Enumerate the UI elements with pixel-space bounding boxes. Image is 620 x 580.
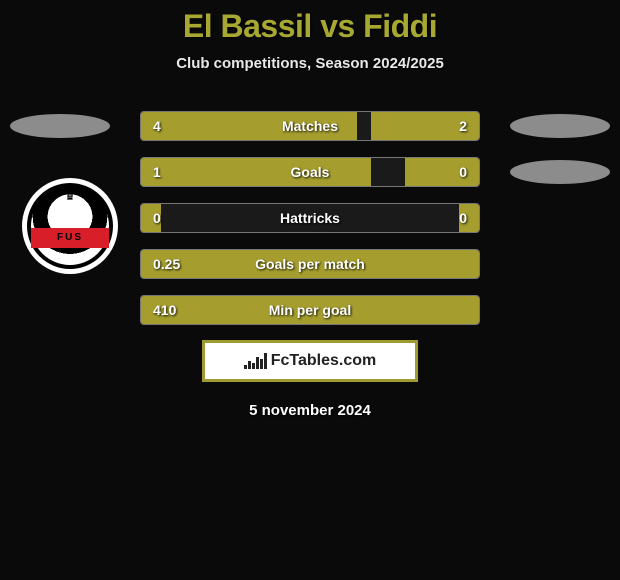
stat-value-left: 0 (153, 210, 161, 226)
stat-bar: 42Matches (140, 111, 480, 141)
stat-label: Hattricks (141, 204, 479, 232)
brand-suffix: Tables.com (289, 352, 376, 369)
player-shape-right (510, 114, 610, 138)
right-zone (510, 202, 610, 234)
club-badge: ♛ FUS (22, 178, 118, 274)
badge-graphic: ♛ FUS (27, 183, 113, 269)
stat-value-left: 4 (153, 118, 161, 134)
player-shape-right (510, 160, 610, 184)
bar-fill-left: 410 (141, 296, 479, 324)
stat-value-right: 0 (459, 164, 467, 180)
stat-value-left: 1 (153, 164, 161, 180)
stat-row: 42Matches (10, 110, 610, 142)
page-title: El Bassil vs Fiddi (0, 8, 620, 45)
bar-fill-left: 4 (141, 112, 357, 140)
stat-value-left: 410 (153, 302, 176, 318)
left-zone (10, 294, 110, 326)
stat-value-left: 0.25 (153, 256, 180, 272)
fctables-logo: FcTables.com (244, 352, 377, 370)
footer-attribution: FcTables.com (202, 340, 418, 382)
bar-fill-left: 0.25 (141, 250, 479, 278)
crown-icon: ♛ (65, 189, 76, 203)
date: 5 november 2024 (0, 402, 620, 419)
comparison-widget: El Bassil vs Fiddi Club competitions, Se… (0, 0, 620, 419)
stat-bar: 410Min per goal (140, 295, 480, 325)
bar-fill-right: 2 (371, 112, 479, 140)
stat-row: 410Min per goal (10, 294, 610, 326)
left-zone (10, 110, 110, 142)
subtitle: Club competitions, Season 2024/2025 (0, 55, 620, 72)
bar-fill-left: 1 (141, 158, 371, 186)
stat-value-right: 0 (459, 210, 467, 226)
chart-icon (244, 353, 267, 369)
stat-bar: 0 0Hattricks (140, 203, 480, 233)
brand-prefix: Fc (271, 352, 290, 369)
right-zone (510, 248, 610, 280)
stat-value-right: 2 (459, 118, 467, 134)
bar-fill-right: 0 (405, 158, 479, 186)
right-zone (510, 294, 610, 326)
right-zone (510, 110, 610, 142)
badge-text: FUS (31, 228, 109, 248)
right-zone (510, 156, 610, 188)
stat-bar: 0.25Goals per match (140, 249, 480, 279)
bar-fill-right: 0 (459, 204, 479, 232)
player-shape-left (10, 114, 110, 138)
bar-fill-left: 0 (141, 204, 161, 232)
stat-bar: 10Goals (140, 157, 480, 187)
stat-row: 10Goals (10, 156, 610, 188)
